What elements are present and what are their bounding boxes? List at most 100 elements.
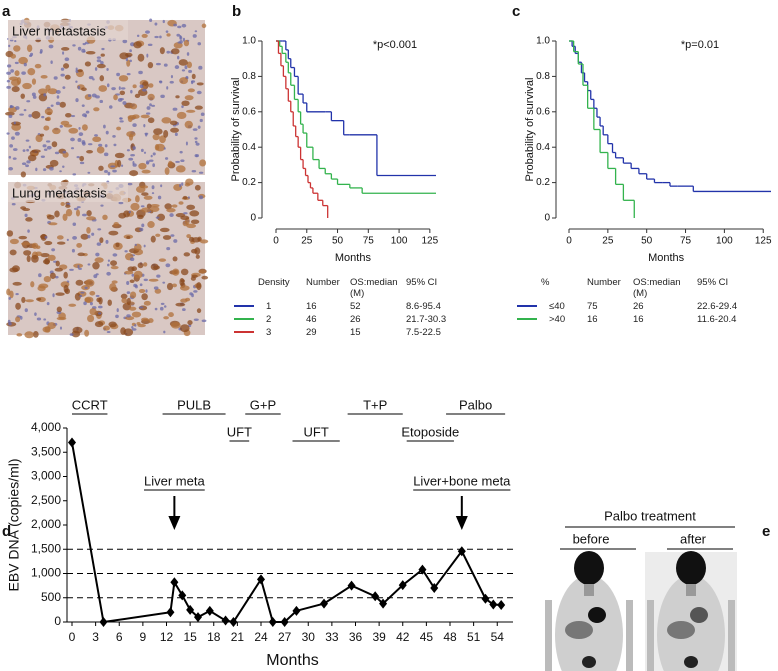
column-header: Density bbox=[258, 277, 290, 288]
cell bbox=[70, 147, 75, 150]
x-tick-label: 0 bbox=[566, 236, 572, 247]
cell bbox=[95, 252, 100, 257]
cell bbox=[20, 206, 27, 210]
cell bbox=[21, 242, 31, 246]
cell bbox=[143, 195, 153, 200]
cell bbox=[75, 80, 78, 83]
y-tick-label: 0 bbox=[54, 614, 61, 628]
cell bbox=[198, 195, 204, 200]
cell bbox=[48, 222, 58, 226]
cell bbox=[164, 157, 169, 160]
cell bbox=[92, 261, 100, 270]
cell bbox=[169, 80, 174, 84]
x-tick-label: 100 bbox=[391, 236, 408, 247]
cell bbox=[9, 76, 19, 81]
cell bbox=[154, 22, 158, 26]
cell bbox=[88, 76, 94, 80]
cell bbox=[141, 207, 152, 213]
cell bbox=[189, 210, 200, 217]
treatment-label: UFT bbox=[227, 424, 252, 439]
cell bbox=[93, 107, 100, 112]
cell bbox=[155, 233, 161, 237]
label-bg bbox=[8, 182, 128, 202]
y-tick-label: 0.2 bbox=[242, 177, 256, 188]
cell bbox=[172, 256, 178, 262]
cell bbox=[147, 43, 153, 46]
cell bbox=[130, 153, 135, 157]
cell bbox=[149, 18, 153, 22]
cell bbox=[126, 59, 131, 67]
cell bbox=[78, 126, 81, 130]
x-tick-label: 75 bbox=[363, 236, 375, 247]
cell bbox=[123, 328, 134, 337]
table-cell: 15 bbox=[350, 327, 361, 338]
cell bbox=[48, 44, 54, 49]
cell bbox=[54, 275, 59, 279]
cell bbox=[196, 90, 202, 95]
cell bbox=[162, 19, 165, 24]
cell bbox=[55, 101, 61, 106]
cell bbox=[25, 299, 34, 303]
cell bbox=[177, 41, 182, 44]
x-tick-label: 54 bbox=[491, 630, 505, 644]
table-cell: 11.6-20.4 bbox=[697, 314, 737, 325]
cell bbox=[8, 44, 11, 48]
x-tick-label: 12 bbox=[160, 630, 174, 644]
cell bbox=[54, 210, 60, 218]
cell bbox=[140, 205, 145, 208]
cell bbox=[114, 152, 125, 159]
cell bbox=[187, 88, 195, 93]
cell bbox=[56, 235, 64, 240]
annotation: *p=0.01 bbox=[681, 39, 719, 51]
y-tick-label: 1.0 bbox=[242, 36, 256, 47]
cell bbox=[170, 321, 181, 329]
cell bbox=[26, 148, 30, 152]
cell bbox=[25, 164, 29, 168]
cell bbox=[46, 302, 50, 306]
cell bbox=[173, 239, 178, 243]
cell bbox=[9, 238, 19, 245]
cell bbox=[79, 155, 85, 162]
cell bbox=[42, 326, 51, 333]
cell bbox=[197, 42, 202, 46]
cell bbox=[141, 169, 151, 174]
y-axis-label: EBV DNA (copies/ml) bbox=[6, 458, 22, 591]
cell bbox=[133, 283, 138, 288]
cell bbox=[109, 105, 113, 109]
table-cell: 26 bbox=[633, 301, 644, 312]
cell bbox=[9, 249, 17, 256]
cell bbox=[147, 117, 155, 124]
cell bbox=[178, 59, 188, 66]
cell bbox=[150, 235, 156, 243]
cell bbox=[105, 239, 109, 244]
cell bbox=[196, 282, 202, 291]
cell bbox=[194, 140, 198, 144]
table-cell: 8.6-95.4 bbox=[406, 301, 441, 312]
cell bbox=[146, 53, 149, 58]
cell bbox=[72, 235, 77, 240]
cell bbox=[8, 296, 12, 300]
cell bbox=[103, 152, 109, 157]
cell bbox=[125, 57, 129, 62]
cell bbox=[51, 141, 58, 148]
cell bbox=[195, 254, 200, 259]
cell bbox=[183, 212, 188, 215]
cell bbox=[43, 276, 52, 283]
cell bbox=[126, 235, 131, 240]
y-tick-label: 0 bbox=[544, 213, 550, 224]
cell bbox=[49, 166, 54, 171]
cell bbox=[152, 163, 156, 168]
cell bbox=[134, 243, 137, 247]
cell bbox=[68, 303, 77, 307]
cell bbox=[115, 314, 119, 319]
cell bbox=[69, 268, 74, 271]
cell bbox=[152, 133, 160, 141]
cell bbox=[149, 103, 152, 107]
cell bbox=[141, 33, 148, 38]
cell bbox=[156, 274, 161, 278]
arrow-head bbox=[168, 516, 181, 530]
cell bbox=[183, 39, 190, 47]
head bbox=[574, 551, 604, 585]
cell bbox=[84, 114, 87, 118]
cell bbox=[92, 78, 95, 81]
